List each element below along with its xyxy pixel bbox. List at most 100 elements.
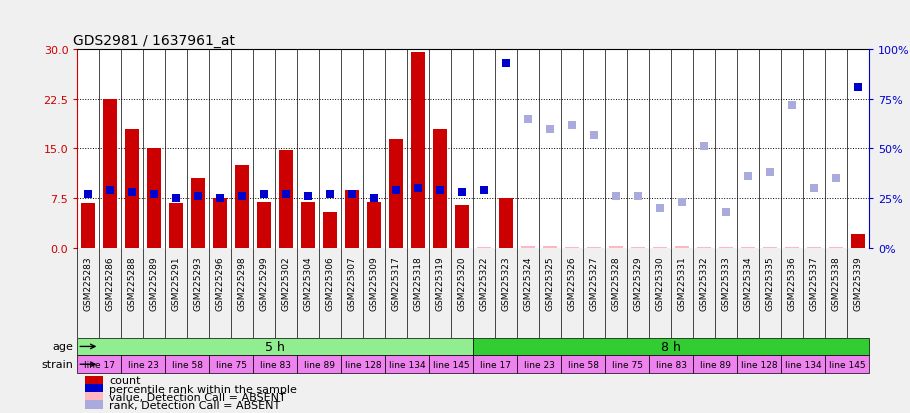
- Bar: [166, 356, 209, 373]
- Bar: [301, 202, 316, 249]
- Bar: [209, 356, 253, 373]
- Bar: [543, 247, 557, 249]
- Point: [367, 196, 381, 202]
- Bar: [455, 206, 470, 249]
- Text: GSM225324: GSM225324: [523, 256, 532, 310]
- Text: line 134: line 134: [389, 360, 426, 369]
- Text: line 145: line 145: [433, 360, 470, 369]
- Text: line 128: line 128: [741, 360, 777, 369]
- Text: GSM225299: GSM225299: [259, 256, 268, 310]
- Text: line 58: line 58: [172, 360, 203, 369]
- Bar: [430, 356, 473, 373]
- Bar: [169, 204, 184, 249]
- Text: GSM225333: GSM225333: [722, 256, 731, 311]
- Bar: [763, 247, 777, 249]
- Text: percentile rank within the sample: percentile rank within the sample: [109, 384, 297, 394]
- Text: GSM225288: GSM225288: [127, 256, 136, 310]
- Text: GSM225331: GSM225331: [678, 256, 687, 311]
- Text: GSM225327: GSM225327: [590, 256, 599, 310]
- Text: strain: strain: [41, 359, 73, 369]
- Text: line 89: line 89: [304, 360, 335, 369]
- Bar: [385, 356, 430, 373]
- Text: GSM225338: GSM225338: [832, 256, 841, 311]
- Text: GSM225283: GSM225283: [84, 256, 93, 310]
- Point: [477, 188, 491, 194]
- Bar: [126, 129, 139, 249]
- Bar: [693, 356, 737, 373]
- Text: GSM225291: GSM225291: [172, 256, 181, 310]
- Bar: [323, 212, 338, 249]
- Bar: [86, 400, 103, 410]
- Bar: [367, 202, 381, 249]
- Bar: [565, 247, 580, 249]
- Text: line 83: line 83: [655, 360, 687, 369]
- Text: GSM225304: GSM225304: [304, 256, 313, 310]
- Point: [125, 190, 139, 196]
- Bar: [499, 199, 513, 249]
- Point: [499, 60, 513, 67]
- Bar: [737, 356, 781, 373]
- Point: [433, 188, 448, 194]
- Text: value, Detection Call = ABSENT: value, Detection Call = ABSENT: [109, 392, 286, 402]
- Text: rank, Detection Call = ABSENT: rank, Detection Call = ABSENT: [109, 400, 280, 410]
- Bar: [697, 247, 712, 249]
- Bar: [298, 356, 341, 373]
- Text: GDS2981 / 1637961_at: GDS2981 / 1637961_at: [73, 33, 235, 47]
- Bar: [605, 356, 649, 373]
- Text: 8 h: 8 h: [662, 340, 681, 353]
- Bar: [86, 376, 103, 386]
- Text: GSM225318: GSM225318: [414, 256, 423, 311]
- Bar: [521, 247, 535, 249]
- Point: [323, 192, 338, 198]
- Text: line 83: line 83: [259, 360, 291, 369]
- Text: line 17: line 17: [480, 360, 511, 369]
- Text: line 89: line 89: [700, 360, 731, 369]
- Point: [829, 176, 844, 182]
- Point: [103, 188, 117, 194]
- Point: [169, 196, 184, 202]
- Bar: [213, 199, 228, 249]
- Bar: [851, 234, 865, 249]
- Point: [235, 194, 249, 200]
- Text: line 17: line 17: [84, 360, 115, 369]
- Text: GSM225307: GSM225307: [348, 256, 357, 311]
- Point: [543, 126, 558, 133]
- Text: GSM225334: GSM225334: [743, 256, 753, 310]
- Bar: [147, 149, 161, 249]
- Point: [763, 170, 777, 176]
- Bar: [341, 356, 385, 373]
- Bar: [77, 356, 121, 373]
- Bar: [741, 247, 755, 249]
- Bar: [587, 247, 602, 249]
- Point: [147, 192, 162, 198]
- Text: GSM225326: GSM225326: [568, 256, 577, 310]
- Text: GSM225286: GSM225286: [106, 256, 115, 310]
- Text: GSM225329: GSM225329: [633, 256, 642, 310]
- Bar: [86, 384, 103, 394]
- Point: [455, 190, 470, 196]
- Bar: [86, 392, 103, 402]
- Text: GSM225296: GSM225296: [216, 256, 225, 310]
- Bar: [807, 247, 821, 249]
- Bar: [77, 338, 473, 356]
- Bar: [121, 356, 166, 373]
- Text: count: count: [109, 375, 140, 385]
- Point: [675, 199, 690, 206]
- Text: GSM225298: GSM225298: [238, 256, 247, 310]
- Text: GSM225336: GSM225336: [787, 256, 796, 311]
- Text: GSM225332: GSM225332: [700, 256, 709, 310]
- Bar: [609, 247, 623, 249]
- Text: GSM225289: GSM225289: [150, 256, 159, 310]
- Bar: [389, 139, 403, 249]
- Text: line 23: line 23: [524, 360, 554, 369]
- Bar: [781, 356, 825, 373]
- Text: line 58: line 58: [568, 360, 599, 369]
- Bar: [258, 202, 271, 249]
- Bar: [473, 356, 517, 373]
- Text: GSM225293: GSM225293: [194, 256, 203, 310]
- Point: [807, 186, 822, 192]
- Text: GSM225337: GSM225337: [810, 256, 819, 311]
- Point: [631, 194, 645, 200]
- Point: [609, 194, 623, 200]
- Text: GSM225306: GSM225306: [326, 256, 335, 311]
